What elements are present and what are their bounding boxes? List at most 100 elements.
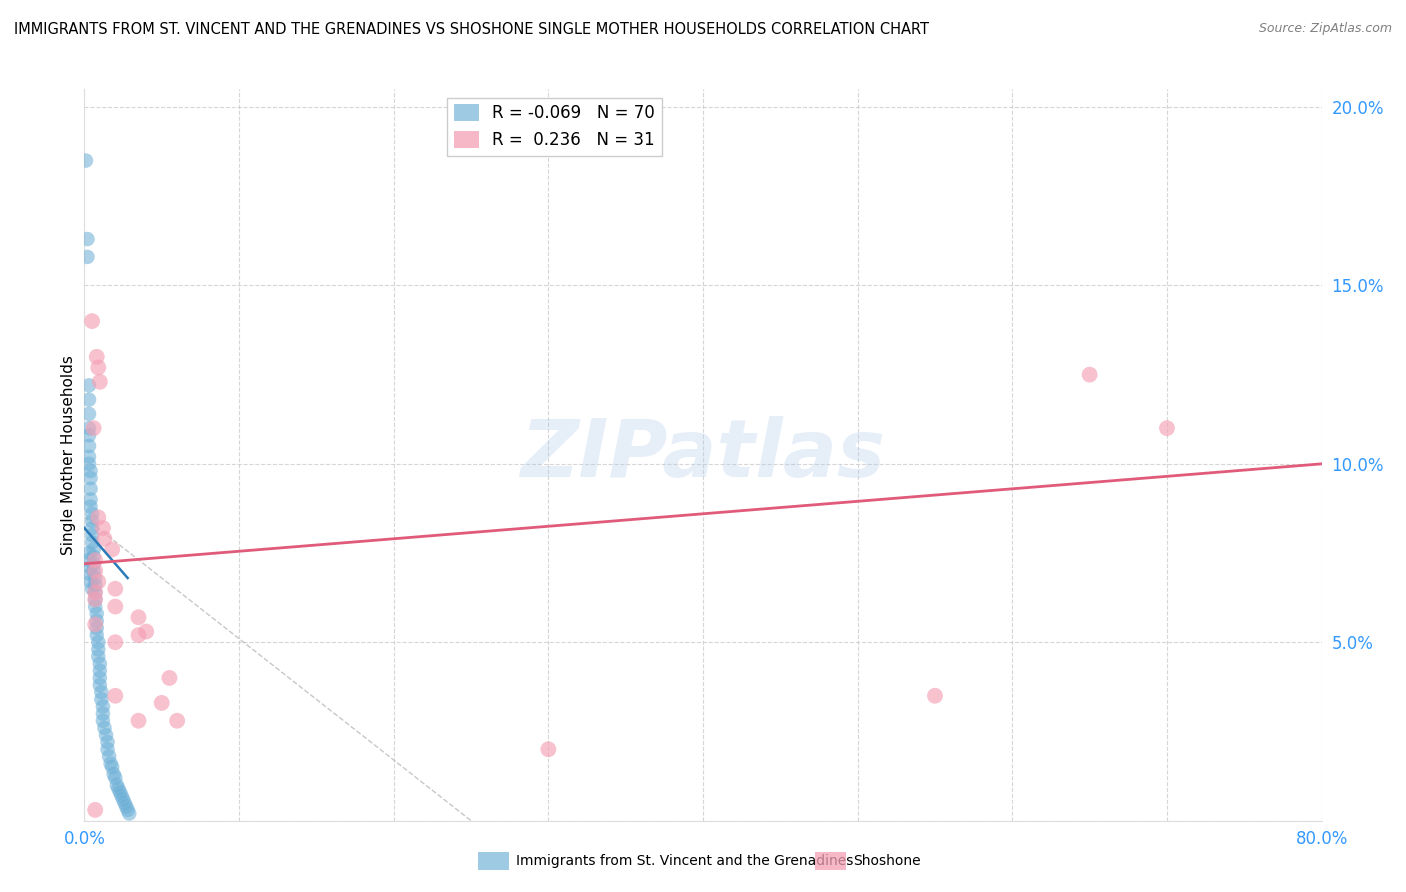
Point xyxy=(87,360,110,375)
Point xyxy=(127,714,149,728)
Point xyxy=(1078,368,1101,382)
Point xyxy=(127,628,149,642)
Point xyxy=(90,685,112,699)
Point xyxy=(118,806,141,821)
Point xyxy=(83,421,105,435)
Point xyxy=(108,785,131,799)
Point xyxy=(84,617,107,632)
Point xyxy=(77,457,100,471)
Point xyxy=(89,657,111,671)
Point xyxy=(150,696,173,710)
Point xyxy=(83,549,105,564)
Point xyxy=(103,767,125,781)
Point xyxy=(79,492,101,507)
Point xyxy=(91,706,114,721)
Point xyxy=(82,507,104,521)
Text: Shoshone: Shoshone xyxy=(853,854,921,868)
Text: IMMIGRANTS FROM ST. VINCENT AND THE GRENADINES VS SHOSHONE SINGLE MOTHER HOUSEHO: IMMIGRANTS FROM ST. VINCENT AND THE GREN… xyxy=(14,22,929,37)
Point xyxy=(83,542,105,557)
Text: Immigrants from St. Vincent and the Grenadines: Immigrants from St. Vincent and the Gren… xyxy=(516,854,853,868)
Point xyxy=(79,574,101,589)
Point xyxy=(924,689,946,703)
Point xyxy=(86,607,108,621)
Point xyxy=(100,756,122,771)
Point xyxy=(82,535,104,549)
Point xyxy=(79,471,101,485)
Point xyxy=(166,714,188,728)
Point xyxy=(82,314,104,328)
Point xyxy=(94,728,117,742)
Point xyxy=(89,664,111,678)
Point xyxy=(104,599,127,614)
Point xyxy=(77,392,100,407)
Text: Source: ZipAtlas.com: Source: ZipAtlas.com xyxy=(1258,22,1392,36)
Point xyxy=(79,464,101,478)
Point xyxy=(82,521,104,535)
Point xyxy=(104,635,127,649)
Point xyxy=(84,592,107,607)
Point xyxy=(96,742,118,756)
Point xyxy=(76,250,98,264)
Point xyxy=(90,692,112,706)
Point xyxy=(87,510,110,524)
Point xyxy=(112,792,135,806)
Point xyxy=(105,778,128,792)
Point xyxy=(84,803,107,817)
Point xyxy=(117,803,139,817)
Point xyxy=(537,742,560,756)
Point xyxy=(84,578,107,592)
Point xyxy=(93,532,115,546)
Legend: R = -0.069   N = 70, R =  0.236   N = 31: R = -0.069 N = 70, R = 0.236 N = 31 xyxy=(447,97,662,155)
Point xyxy=(107,781,129,796)
Point xyxy=(83,564,105,578)
Point xyxy=(115,799,138,814)
Point xyxy=(77,421,100,435)
Point xyxy=(104,771,127,785)
Point xyxy=(1156,421,1178,435)
Point xyxy=(104,582,127,596)
Point xyxy=(93,721,115,735)
Point xyxy=(159,671,180,685)
Point xyxy=(79,500,101,514)
Y-axis label: Single Mother Households: Single Mother Households xyxy=(60,355,76,555)
Point xyxy=(91,521,114,535)
Point xyxy=(76,232,98,246)
Point xyxy=(98,749,121,764)
Point xyxy=(75,153,97,168)
Point xyxy=(104,689,127,703)
Point xyxy=(84,553,107,567)
Point xyxy=(91,714,114,728)
Point xyxy=(83,557,105,571)
Point xyxy=(77,553,100,567)
Point xyxy=(87,642,110,657)
Point xyxy=(84,571,107,585)
Point xyxy=(79,567,101,582)
Point xyxy=(114,796,136,810)
Point xyxy=(89,671,111,685)
Point xyxy=(87,635,110,649)
Point xyxy=(110,789,132,803)
Point xyxy=(84,585,107,599)
Point xyxy=(84,599,107,614)
Point xyxy=(79,560,101,574)
Point xyxy=(84,585,107,599)
Point xyxy=(101,542,124,557)
Point xyxy=(96,735,118,749)
Point xyxy=(89,678,111,692)
Point xyxy=(77,378,100,392)
Point xyxy=(86,614,108,628)
Point xyxy=(86,621,108,635)
Point xyxy=(77,407,100,421)
Point xyxy=(77,450,100,464)
Point xyxy=(86,628,108,642)
Point xyxy=(82,528,104,542)
Point xyxy=(127,610,149,624)
Point xyxy=(84,564,107,578)
Point xyxy=(79,482,101,496)
Point xyxy=(87,649,110,664)
Point xyxy=(86,350,108,364)
Point xyxy=(82,514,104,528)
Point xyxy=(87,574,110,589)
Point xyxy=(91,699,114,714)
Point xyxy=(84,592,107,607)
